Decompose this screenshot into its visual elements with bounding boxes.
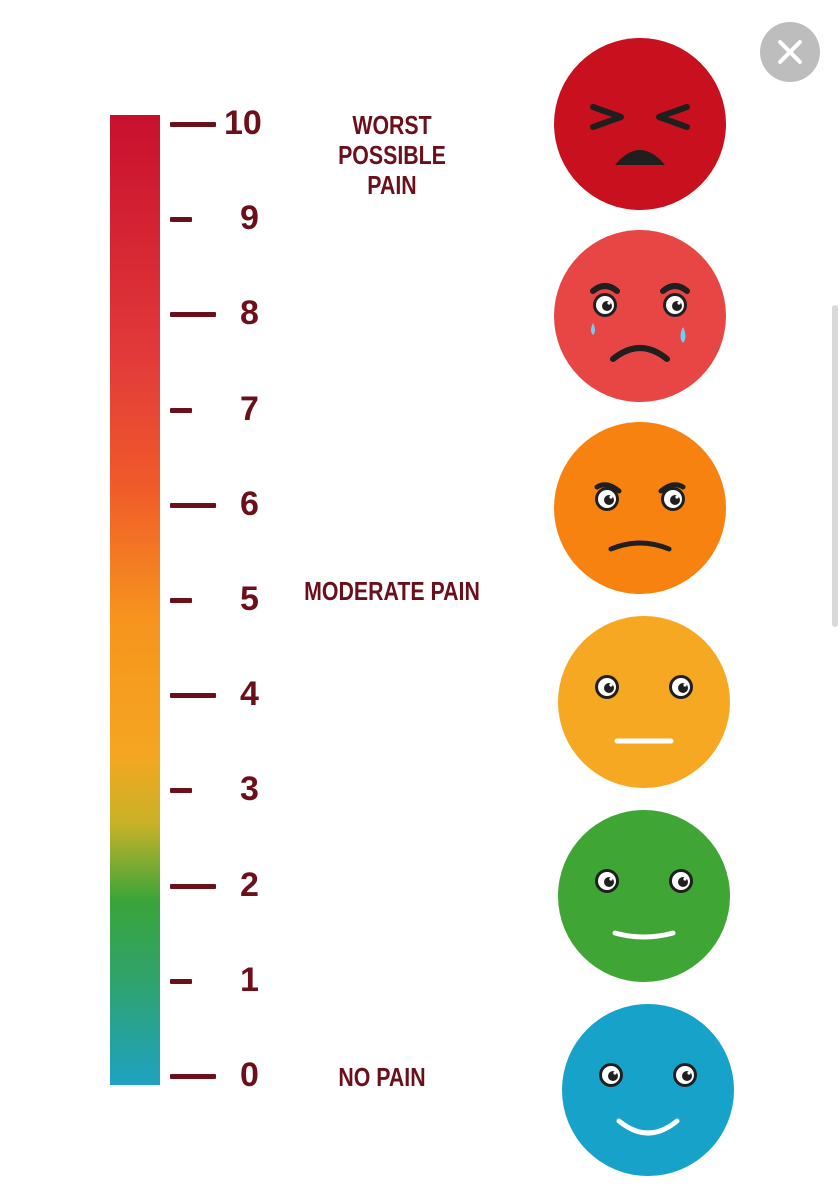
face-happy-icon [562, 1004, 734, 1176]
close-button[interactable] [760, 22, 820, 82]
pain-scale-gradient-bar [110, 115, 160, 1085]
tick-label-3: 3 [240, 770, 259, 809]
face-neutral-icon [558, 616, 730, 788]
face-slight-smile-icon [558, 810, 730, 982]
tick-label-5: 5 [240, 580, 259, 618]
tick-mark-7 [170, 407, 192, 413]
tick-mark-8 [170, 312, 216, 318]
label-worst-possible-pain: WORST POSSIBLE PAIN [302, 110, 482, 200]
face-crying-icon [554, 230, 726, 402]
tick-label-1: 1 [240, 960, 259, 999]
tick-label-9: 9 [240, 199, 259, 238]
face-worst-pain-icon [554, 38, 726, 210]
tick-label-0: 0 [240, 1056, 259, 1094]
tick-mark-1 [170, 978, 192, 984]
tick-label-6: 6 [240, 484, 259, 523]
tick-mark-3 [170, 788, 192, 794]
tick-label-8: 8 [240, 294, 259, 333]
tick-label-7: 7 [240, 389, 259, 428]
tick-mark-4 [170, 693, 216, 699]
tick-mark-0 [170, 1074, 216, 1079]
label-worst-line-2: PAIN [367, 170, 417, 200]
scroll-edge-handle[interactable] [832, 305, 838, 627]
face-sad-icon [554, 422, 726, 594]
tick-mark-10 [170, 122, 216, 127]
tick-label-4: 4 [240, 675, 259, 714]
tick-mark-9 [170, 217, 192, 223]
tick-mark-6 [170, 502, 216, 508]
tick-mark-5 [170, 598, 192, 603]
label-worst-line-1: WORST POSSIBLE [338, 110, 446, 170]
label-moderate-pain: MODERATE PAIN [304, 576, 480, 606]
tick-label-2: 2 [240, 865, 259, 904]
tick-mark-2 [170, 883, 216, 889]
tick-label-10: 10 [224, 104, 262, 142]
label-no-pain: NO PAIN [338, 1062, 426, 1092]
